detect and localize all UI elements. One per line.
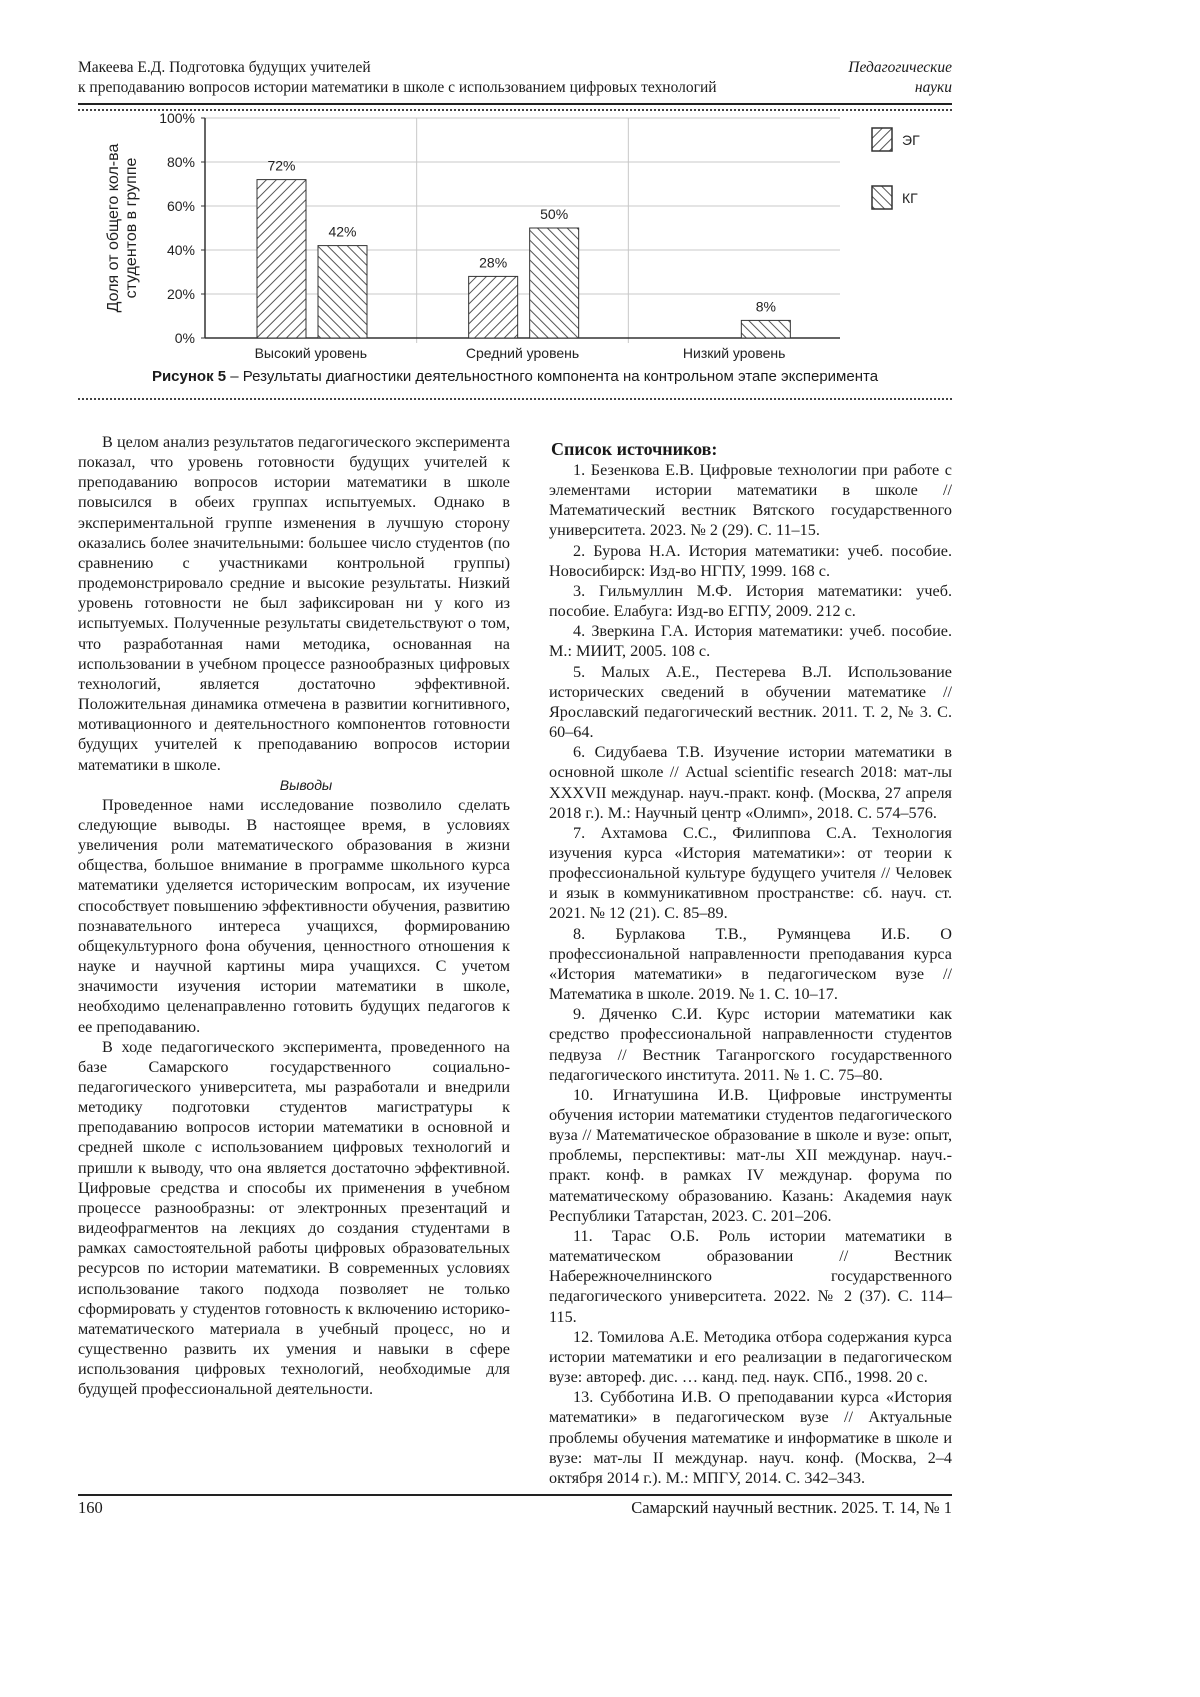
paragraph-conclusions-2: В ходе педагогического эксперимента, про… (78, 1037, 510, 1399)
footer-rule (78, 1494, 952, 1496)
y-tick-label: 20% (167, 286, 195, 302)
references-column: Список источников: 1. Безенкова Е.В. Циф… (549, 438, 952, 1488)
paragraph-conclusions-1: Проведенное нами исследование позволило … (78, 795, 510, 1036)
header-title-line1: Макеева Е.Д. Подготовка будущих учителей (78, 59, 371, 76)
legend-swatch (871, 127, 893, 152)
reference-item: 2. Бурова Н.А. История математики: учеб.… (549, 541, 952, 580)
left-column: В целом анализ результатов педагогическо… (78, 432, 510, 1400)
reference-item: 5. Малых А.Е., Пестерева В.Л. Использова… (549, 662, 952, 742)
x-category-label: Высокий уровень (255, 345, 368, 361)
figure-label: Рисунок 5 (151, 368, 227, 385)
y-axis-label: Доля от общего кол-вастудентов в группе (105, 144, 140, 313)
reference-item: 8. Бурлакова Т.В., Румянцева И.Б. О проф… (549, 924, 952, 1004)
bar-chart: 0% 20% 40% 60% 80% 100% Высокий уровень 72% 42% С… (105, 110, 920, 361)
legend-label: КГ (902, 190, 918, 206)
y-tick-label: 100% (159, 110, 195, 126)
header-rule (78, 103, 952, 105)
reference-item: 9. Дяченко С.И. Курс истории математики … (549, 1005, 952, 1084)
y-tick-label: 60% (167, 198, 195, 214)
page-number: 160 (78, 1498, 103, 1517)
y-tick-label: 40% (167, 242, 195, 258)
figure-dotted-rule (78, 398, 952, 400)
reference-item: 11. Тарас О.Б. Роль истории математики в… (549, 1226, 952, 1326)
reference-item: 12. Томилова А.Е. Методика отбора содерж… (549, 1327, 952, 1387)
data-label: 72% (267, 158, 295, 174)
reference-item: 7. Ахтамова С.С., Филиппова С.А. Техноло… (549, 823, 952, 923)
reference-item: 13. Субботина И.В. О преподавании курса … (549, 1388, 952, 1487)
header-title-line2: к преподаванию вопросов истории математи… (78, 79, 717, 96)
reference-item: 4. Зверкина Г.А. История математики: уче… (549, 622, 952, 661)
header-section-line2: науки (914, 79, 952, 96)
references-heading: Список источников: (551, 439, 718, 459)
journal-name: Самарский научный вестник. 2025. Т. 14, … (631, 1498, 952, 1517)
bar-ЭГ (468, 275, 519, 339)
data-label: 28% (479, 254, 507, 270)
reference-item: 1. Безенкова Е.В. Цифровые технологии пр… (549, 461, 952, 540)
subheading-conclusions: Выводы (279, 776, 333, 793)
figure-caption: Рисунок 5 – Результаты диагностики деяте… (78, 368, 952, 385)
data-label: 50% (540, 206, 568, 222)
figure-caption-text: – Результаты диагностики деятельностного… (226, 368, 879, 385)
header-section-line1: Педагогические (848, 59, 952, 76)
bar-КГ (529, 227, 580, 339)
reference-item: 6. Сидубаева Т.В. Изучение истории матем… (549, 743, 952, 822)
reference-item: 10. Игнатушина И.В. Цифровые инструменты… (549, 1085, 952, 1225)
data-label: 8% (756, 298, 776, 314)
legend-label: ЭГ (902, 132, 920, 148)
y-tick-label: 80% (167, 154, 195, 170)
data-label: 42% (328, 224, 356, 240)
bar-ЭГ (256, 179, 307, 339)
legend-swatch (871, 185, 893, 210)
x-category-label: Низкий уровень (683, 345, 786, 361)
header-dotted-rule (78, 109, 952, 111)
y-tick-label: 0% (175, 330, 195, 346)
x-category-label: Средний уровень (466, 345, 579, 361)
reference-item: 3. Гильмуллин М.Ф. История математики: у… (549, 581, 952, 621)
bar-КГ (740, 319, 791, 339)
bar-КГ (317, 245, 368, 339)
paragraph-results: В целом анализ результатов педагогическо… (78, 433, 510, 774)
